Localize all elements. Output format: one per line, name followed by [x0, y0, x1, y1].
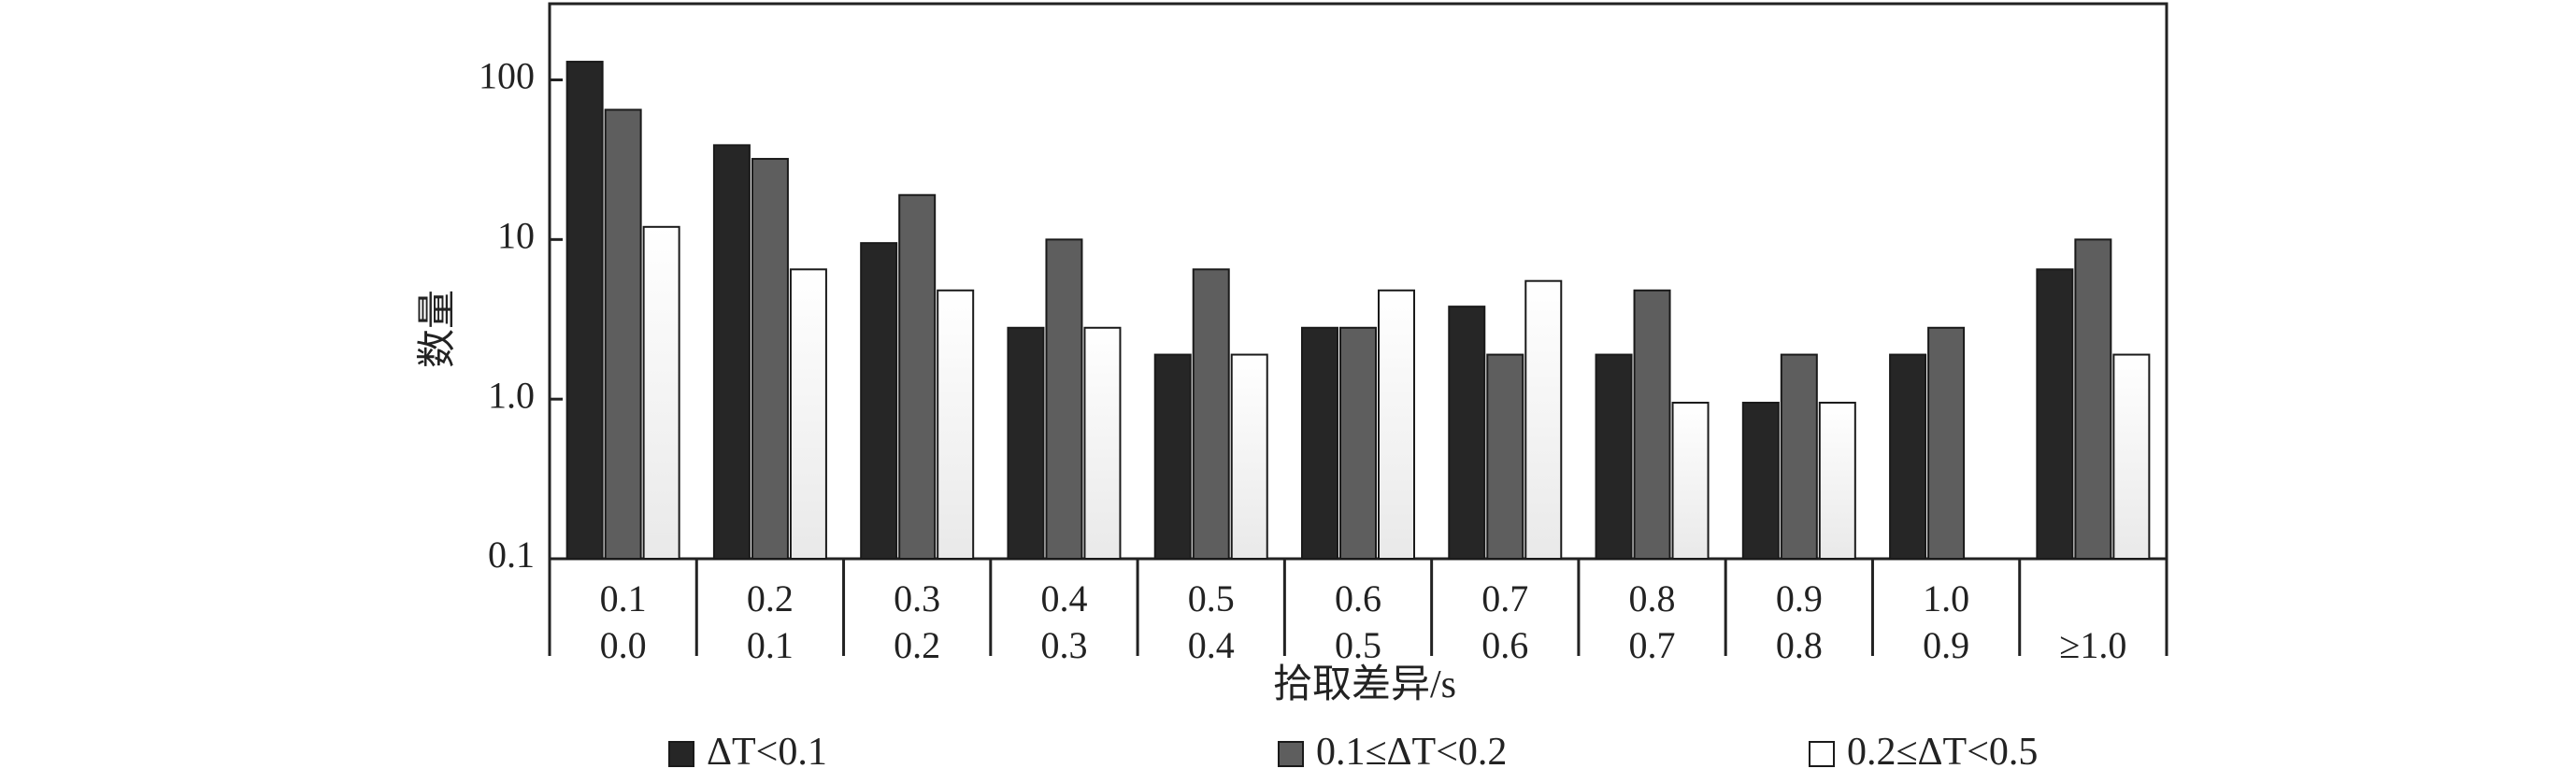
- legend-label-1: ΔT<0.1: [707, 731, 827, 774]
- bar-series-2-cat-9: [1780, 353, 1818, 560]
- bar-series-3-cat-6: [1378, 289, 1415, 560]
- x-tick-label-top: 0.1: [600, 577, 647, 619]
- bar-series-2-cat-6: [1339, 326, 1377, 560]
- legend-label-3: 0.2≤ΔT<0.5: [1847, 731, 2038, 774]
- x-axis-title: 拾取差异/s: [1273, 663, 1456, 706]
- y-axis-title: 数量: [417, 290, 460, 368]
- bar-series-3-cat-3: [937, 289, 975, 560]
- legend-label-2: 0.1≤ΔT<0.2: [1316, 731, 1507, 774]
- x-tick-label-bottom: 0.5: [1335, 624, 1381, 666]
- bar-series-2-cat-1: [604, 108, 642, 560]
- y-tick-label: 1.0: [488, 374, 535, 416]
- legend: ΔT<0.1 0.1≤ΔT<0.2 0.2≤ΔT<0.5: [668, 731, 2038, 774]
- x-tick-label-bottom: 0.4: [1188, 624, 1235, 666]
- x-tick-label-top: 1.0: [1923, 577, 1969, 619]
- x-tick-label-bottom: 0.6: [1481, 624, 1528, 666]
- x-tick-label-top: 0.4: [1040, 577, 1087, 619]
- x-tick-label-top: 0.2: [747, 577, 794, 619]
- bar-series-2-cat-5: [1192, 268, 1230, 560]
- x-tick-label-bottom: 0.3: [1040, 624, 1087, 666]
- bar-series-1-cat-10: [1889, 353, 1927, 560]
- x-axis: 0.1 0.0 0.2 0.1 0.3 0.2 0.4 0.3 0.5 0.4 0.6 0.5 0.7 0…: [548, 559, 2168, 666]
- x-tick-label-bottom: 0.9: [1923, 624, 1969, 666]
- x-tick-label-top: 0.7: [1481, 577, 1528, 619]
- x-tick-label-top: 0.6: [1335, 577, 1381, 619]
- legend-swatch-3: [1809, 741, 1835, 767]
- bar-series-3-cat-7: [1524, 279, 1563, 560]
- bar-series-3-cat-8: [1671, 401, 1710, 560]
- x-tick-label-bottom: 0.8: [1776, 624, 1823, 666]
- bar-series-1-cat-2: [712, 144, 751, 561]
- bar-series-1-cat-3: [860, 242, 898, 560]
- y-tick-label: 10: [497, 215, 535, 257]
- bar-series-1-cat-7: [1448, 306, 1486, 560]
- bars: [565, 61, 2151, 561]
- legend-swatch-2: [1278, 741, 1304, 767]
- bar-series-2-cat-3: [898, 193, 937, 560]
- x-tick-label-top: 0.9: [1776, 577, 1823, 619]
- x-tick-label-bottom: 0.1: [747, 624, 794, 666]
- x-tick-label-bottom: 0.7: [1629, 624, 1676, 666]
- bar-series-1-cat-8: [1595, 353, 1633, 560]
- bar-series-1-cat-4: [1007, 326, 1045, 560]
- bar-series-1-cat-5: [1153, 353, 1192, 560]
- x-tick-label-top: 0.3: [894, 577, 940, 619]
- x-tick-label-top: 0.8: [1629, 577, 1676, 619]
- y-tick-label: 0.1: [488, 534, 535, 576]
- bar-series-1-cat-1: [565, 61, 604, 560]
- bar-series-3-cat-2: [789, 268, 827, 560]
- y-axis: 100 10 1.0 0.1: [479, 55, 563, 576]
- x-tick-label-bottom: ≥1.0: [2059, 624, 2126, 666]
- bar-series-2-cat-8: [1633, 289, 1671, 560]
- bar-series-2-cat-10: [1927, 326, 1966, 560]
- y-tick-label: 100: [479, 55, 535, 97]
- bar-series-1-cat-11: [2036, 268, 2074, 560]
- bar-series-2-cat-2: [751, 158, 789, 561]
- x-tick-label-bottom: 0.0: [600, 624, 647, 666]
- x-tick-label-bottom: 0.2: [894, 624, 940, 666]
- bar-series-1-cat-6: [1301, 326, 1338, 560]
- bar-series-1-cat-9: [1741, 401, 1780, 560]
- bar-series-2-cat-11: [2074, 238, 2112, 560]
- legend-swatch-1: [668, 741, 694, 767]
- bar-series-2-cat-7: [1486, 353, 1524, 560]
- bar-series-3-cat-4: [1083, 326, 1122, 560]
- bar-series-3-cat-9: [1818, 401, 1856, 560]
- bar-series-3-cat-5: [1230, 353, 1268, 560]
- x-tick-label-top: 0.5: [1188, 577, 1235, 619]
- bar-series-2-cat-4: [1045, 238, 1083, 560]
- bar-series-3-cat-1: [642, 225, 680, 560]
- bar-series-3-cat-11: [2112, 353, 2151, 560]
